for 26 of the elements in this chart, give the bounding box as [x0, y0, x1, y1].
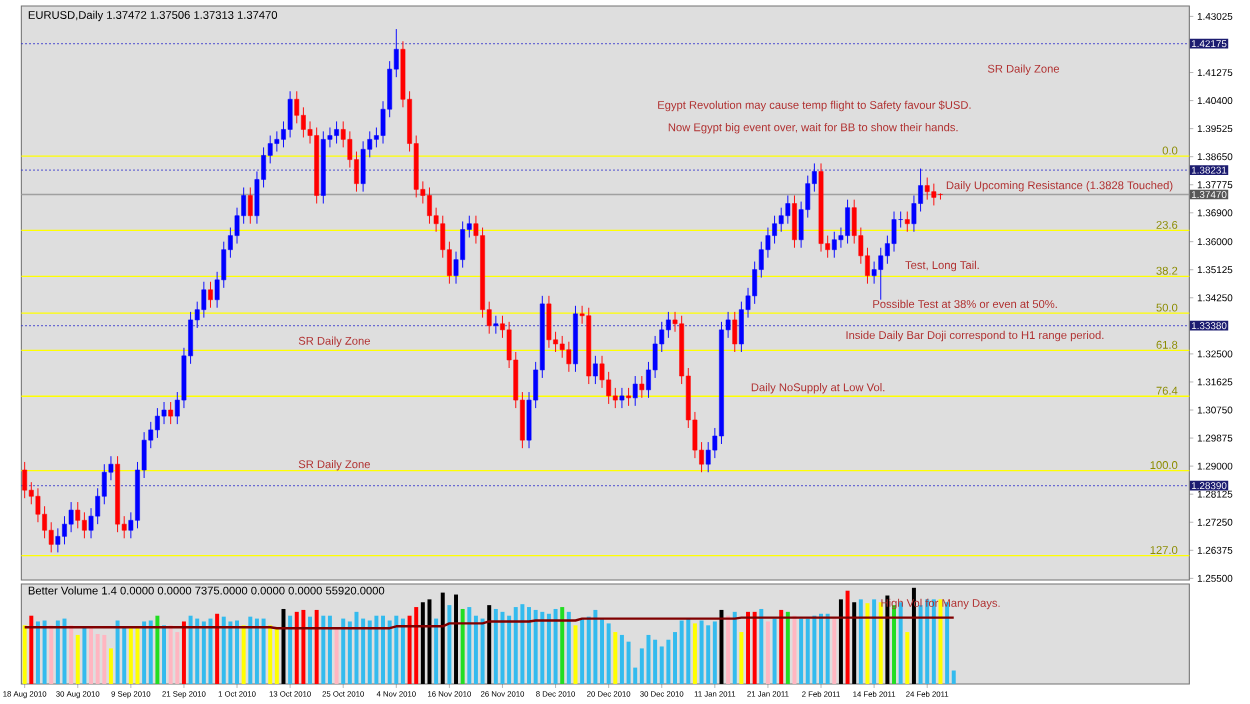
candlestick: [831, 231, 837, 259]
candlestick: [22, 461, 28, 499]
candlestick: [334, 120, 339, 145]
candlestick: [619, 387, 625, 409]
candlestick: [612, 387, 618, 409]
candlestick: [168, 401, 174, 425]
candlestick: [82, 511, 87, 539]
candlestick: [639, 375, 645, 399]
candlestick: [938, 192, 943, 201]
candlestick: [632, 375, 638, 407]
candlestick: [566, 341, 572, 373]
candlestick: [666, 311, 671, 339]
candlestick: [155, 407, 160, 439]
candlestick: [792, 195, 797, 249]
candlestick: [785, 195, 791, 225]
candlestick: [732, 311, 738, 353]
candlestick: [301, 106, 306, 138]
candlestick: [208, 281, 213, 309]
candlestick: [904, 211, 910, 233]
candlestick: [546, 295, 552, 349]
candlestick: [931, 183, 937, 206]
candlestick: [924, 177, 930, 201]
candlestick: [593, 355, 598, 385]
candlestick: [427, 187, 432, 225]
candlestick: [845, 199, 850, 245]
candlestick: [247, 187, 253, 225]
